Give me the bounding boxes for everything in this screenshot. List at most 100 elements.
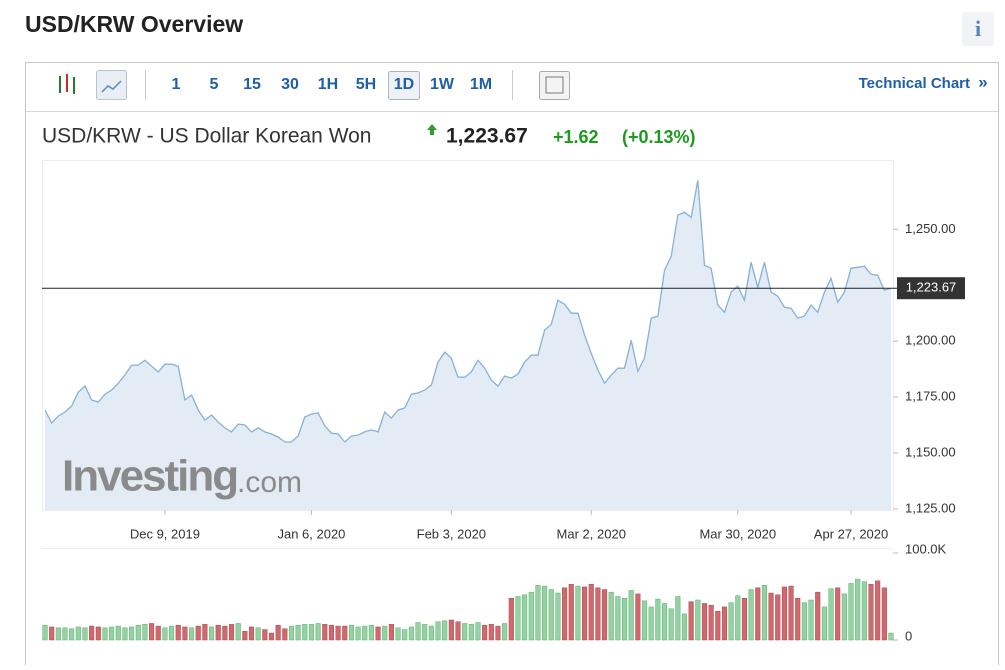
info-icon[interactable]: i: [975, 16, 981, 41]
volume-bar: [468, 624, 474, 641]
volume-bar: [262, 629, 268, 641]
volume-bar: [728, 602, 734, 641]
volume-bar: [535, 584, 541, 641]
interval-button[interactable]: 15: [243, 76, 261, 93]
up-arrow: [427, 124, 437, 135]
interval-button[interactable]: 5H: [356, 76, 376, 93]
volume-bar: [142, 624, 148, 641]
volume-bar: [522, 594, 528, 641]
instrument-name: USD/KRW - US Dollar Korean Won: [42, 125, 372, 148]
volume-bar: [588, 584, 594, 641]
volume-bar: [881, 587, 887, 641]
volume-bar: [428, 625, 434, 641]
change: +1.62: [553, 127, 599, 147]
interval-button[interactable]: 30: [281, 76, 299, 93]
volume-bar: [89, 625, 95, 641]
volume-bar: [102, 627, 108, 641]
volume-bar: [582, 586, 588, 641]
price-area: [45, 180, 891, 510]
volume-bar: [322, 624, 328, 641]
volume-bar: [169, 625, 175, 641]
info-button[interactable]: [962, 12, 994, 46]
y-tick-label: 1,125.00: [905, 500, 956, 515]
volume-bar: [828, 588, 834, 641]
volume-bar: [255, 627, 261, 641]
volume-tick-label: 100.0K: [905, 541, 947, 556]
volume-bar: [442, 620, 448, 641]
volume-bar: [695, 599, 701, 641]
volume-bar: [562, 587, 568, 641]
volume-bar: [62, 627, 68, 641]
price-line: [44, 180, 892, 443]
interval-button[interactable]: 5: [210, 76, 219, 93]
volume-bar: [875, 580, 881, 641]
volume-bar: [475, 622, 481, 641]
volume-bar: [235, 623, 241, 641]
volume-bar: [282, 628, 288, 641]
volume-bar: [641, 600, 648, 641]
volume-bar: [755, 587, 761, 641]
volume-bar: [222, 625, 228, 641]
volume-bar: [602, 589, 608, 641]
x-tick-label: Mar 2, 2020: [557, 526, 626, 541]
volume-bar: [189, 627, 195, 641]
volume-bar: [182, 626, 188, 641]
interval-button[interactable]: 1H: [318, 76, 338, 93]
volume-bar: [415, 622, 421, 641]
volume-bar: [115, 625, 121, 641]
candle-icon[interactable]: [59, 74, 75, 94]
volume-bar: [748, 589, 754, 641]
interval-button[interactable]: 1M: [470, 76, 492, 93]
volume-bar: [348, 624, 354, 641]
x-tick-label: Feb 3, 2020: [417, 526, 486, 541]
volume-bar: [688, 601, 694, 641]
volume-bar: [55, 627, 61, 641]
volume-bar: [242, 631, 248, 641]
price: 1,223.67: [446, 125, 528, 148]
volume-bar: [362, 625, 368, 641]
volume-bar: [435, 621, 441, 641]
y-tick-label: 1,175.00: [905, 388, 956, 403]
volume-bar: [248, 626, 255, 641]
volume-bar: [621, 597, 628, 641]
volume-bar: [775, 594, 781, 641]
interval-button[interactable]: 1D: [394, 76, 414, 93]
volume-bar: [555, 592, 561, 641]
volume-bar: [149, 623, 155, 641]
line-icon-button[interactable]: [96, 70, 127, 100]
volume-bar: [655, 598, 661, 641]
volume-bar: [355, 626, 361, 641]
volume-bar: [868, 584, 874, 641]
volume-bar: [122, 627, 128, 641]
volume-bar: [275, 624, 281, 641]
volume-bar: [821, 606, 827, 641]
volume-bar: [568, 584, 574, 641]
interval-button[interactable]: 1W: [430, 76, 455, 93]
volume-bar: [82, 627, 88, 641]
chevron[interactable]: »: [978, 72, 987, 91]
settings-button[interactable]: [539, 71, 570, 100]
x-tick-label: Mar 30, 2020: [699, 526, 776, 541]
last-price-label: 1,223.67: [906, 280, 957, 295]
y-tick-label: 1,150.00: [905, 444, 956, 459]
volume-bar: [808, 599, 814, 641]
volume-bar: [49, 626, 55, 641]
volume-bar: [75, 626, 81, 641]
volume-bar: [681, 613, 688, 641]
technical-chart-link[interactable]: Technical Chart: [859, 75, 970, 92]
volume-bar: [482, 624, 488, 641]
volume-bar: [855, 578, 861, 641]
volume-bar: [841, 593, 847, 641]
volume-bar: [542, 585, 548, 641]
interval-button[interactable]: 1: [172, 76, 181, 93]
line-icon: [101, 80, 122, 93]
volume-bar: [208, 626, 215, 641]
volume-bar: [408, 626, 414, 641]
volume-bar: [835, 587, 841, 641]
volume-bar: [375, 626, 381, 641]
volume-bar: [548, 589, 554, 641]
volume-bar: [368, 624, 374, 641]
volume-bar: [508, 597, 514, 641]
volume-bar: [741, 597, 747, 641]
